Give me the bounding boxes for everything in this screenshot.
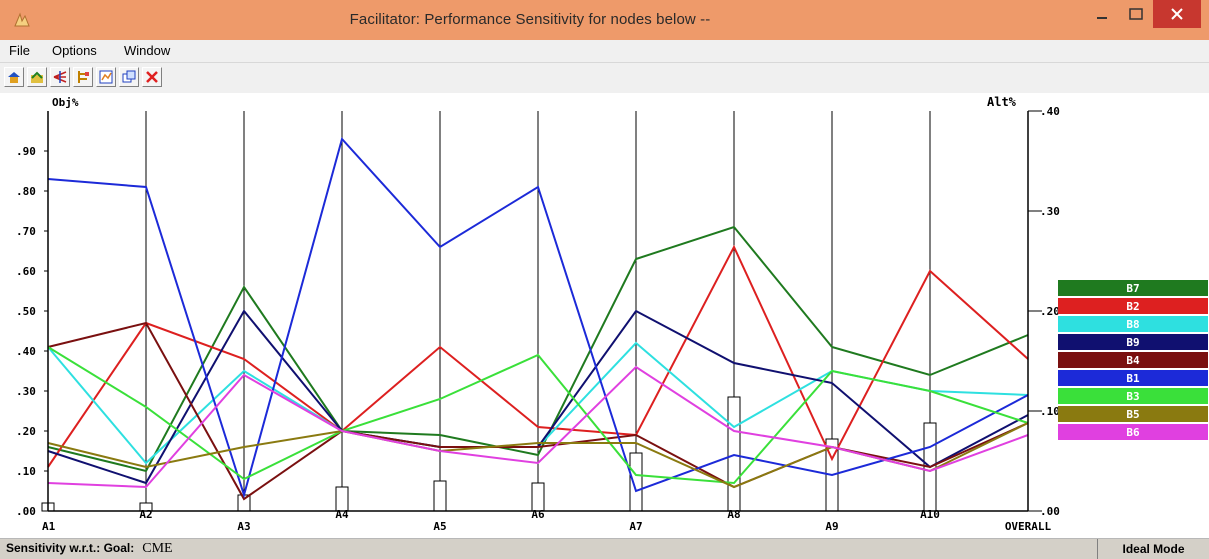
series-line-b2 <box>47 244 1029 468</box>
close-button[interactable] <box>1153 0 1201 28</box>
legend-label: B3 <box>1126 390 1139 403</box>
y2-axis-label: Alt% <box>987 95 1017 109</box>
alternative-bar <box>531 482 545 512</box>
alternative-bar <box>629 452 643 512</box>
legend-swatch <box>1058 334 1208 350</box>
category-label: A6 <box>531 508 545 521</box>
category-label: A3 <box>237 520 250 533</box>
title-bar[interactable]: Facilitator: Performance Sensitivity for… <box>0 0 1209 40</box>
category-label: A10 <box>920 508 940 521</box>
y2-tick-label: .10 <box>1040 405 1060 418</box>
app-icon <box>14 12 30 27</box>
tree-button[interactable] <box>73 67 93 87</box>
category-label: A9 <box>825 520 838 533</box>
y2-tick-label: .20 <box>1040 305 1060 318</box>
legend-label: B8 <box>1126 318 1139 331</box>
series-line-b3 <box>47 346 1029 485</box>
series-line-b7 <box>47 225 1029 473</box>
status-bar: Sensitivity w.r.t.: Goal: CME Ideal Mode <box>0 538 1209 559</box>
close-icon <box>1171 8 1183 20</box>
y-tick-label: .90 <box>16 145 36 158</box>
maximize-button[interactable] <box>1119 0 1153 28</box>
series-line-b1 <box>47 136 1029 499</box>
legend-label: B4 <box>1126 354 1140 367</box>
legend-swatch <box>1058 406 1208 422</box>
legend-label: B9 <box>1126 336 1139 349</box>
toolbar <box>0 63 1209 93</box>
chart-button[interactable] <box>96 67 116 87</box>
status-goal-area: Sensitivity w.r.t.: Goal: CME <box>6 541 173 557</box>
legend-label: B1 <box>1126 372 1140 385</box>
category-label: A8 <box>727 508 740 521</box>
open-icon <box>31 71 43 83</box>
legend-label: B5 <box>1126 408 1139 421</box>
minimize-icon <box>1097 17 1107 19</box>
mode-indicator[interactable]: Ideal Mode <box>1097 539 1209 559</box>
category-label: A5 <box>433 520 446 533</box>
minimize-button[interactable] <box>1085 0 1119 28</box>
legend-swatch <box>1058 370 1208 386</box>
chart-icon <box>99 70 113 84</box>
category-label: OVERALL <box>1005 520 1052 533</box>
windows-icon <box>122 70 136 83</box>
y2-tick-label: .00 <box>1040 505 1060 518</box>
windows-button[interactable] <box>119 67 139 87</box>
legend-swatch <box>1058 424 1208 440</box>
sensitivity-icon <box>53 71 67 83</box>
y-tick-label: .40 <box>16 345 36 358</box>
sensitivity-chart: Obj% Alt% .00 .10 .20 .30 .40 .50 .60 .70 .80 .90… <box>16 95 1208 533</box>
alternative-bar <box>433 480 447 512</box>
category-label: A4 <box>335 508 349 521</box>
y-tick-label: .70 <box>16 225 36 238</box>
legend-swatch <box>1058 280 1208 296</box>
y2-tick-label: .30 <box>1040 205 1060 218</box>
menu-file[interactable]: File <box>9 43 30 58</box>
legend-swatch <box>1058 298 1208 314</box>
y-tick-label: .30 <box>16 385 36 398</box>
y-tick-label: .10 <box>16 465 36 478</box>
legend-swatch <box>1058 316 1208 332</box>
sensitivity-button[interactable] <box>50 67 70 87</box>
legend-swatch <box>1058 388 1208 404</box>
menu-bar: File Options Window <box>0 40 1209 63</box>
category-label: A7 <box>629 520 642 533</box>
tree-icon <box>78 71 89 83</box>
menu-options[interactable]: Options <box>52 43 97 58</box>
maximize-icon <box>1129 8 1143 20</box>
series-line-b6 <box>47 365 1029 489</box>
series-line-b4 <box>47 321 1029 501</box>
window-title: Facilitator: Performance Sensitivity for… <box>349 11 711 28</box>
y2-tick-label: .40 <box>1040 105 1060 118</box>
home-icon <box>8 72 20 83</box>
legend-label: B6 <box>1126 426 1140 439</box>
y-tick-label: .80 <box>16 185 36 198</box>
status-label: Sensitivity w.r.t.: Goal: <box>6 541 135 555</box>
legend-label: B7 <box>1126 282 1139 295</box>
menu-window[interactable]: Window <box>124 43 171 58</box>
legend-label: B2 <box>1126 300 1139 313</box>
category-label: A1 <box>42 520 56 533</box>
y-tick-label: .60 <box>16 265 36 278</box>
y-tick-label: .00 <box>16 505 36 518</box>
y-tick-label: .50 <box>16 305 36 318</box>
status-goal-name: CME <box>142 541 173 556</box>
open-button[interactable] <box>27 67 47 87</box>
y-axis-label: Obj% <box>52 96 79 109</box>
home-button[interactable] <box>4 67 24 87</box>
category-label: A2 <box>139 508 152 521</box>
delete-button[interactable] <box>142 67 162 87</box>
close-icon <box>146 71 158 83</box>
legend-swatch <box>1058 352 1208 368</box>
chart-area: Obj% Alt% .00 .10 .20 .30 .40 .50 .60 .70 .80 .90… <box>0 93 1209 538</box>
y-tick-label: .20 <box>16 425 36 438</box>
